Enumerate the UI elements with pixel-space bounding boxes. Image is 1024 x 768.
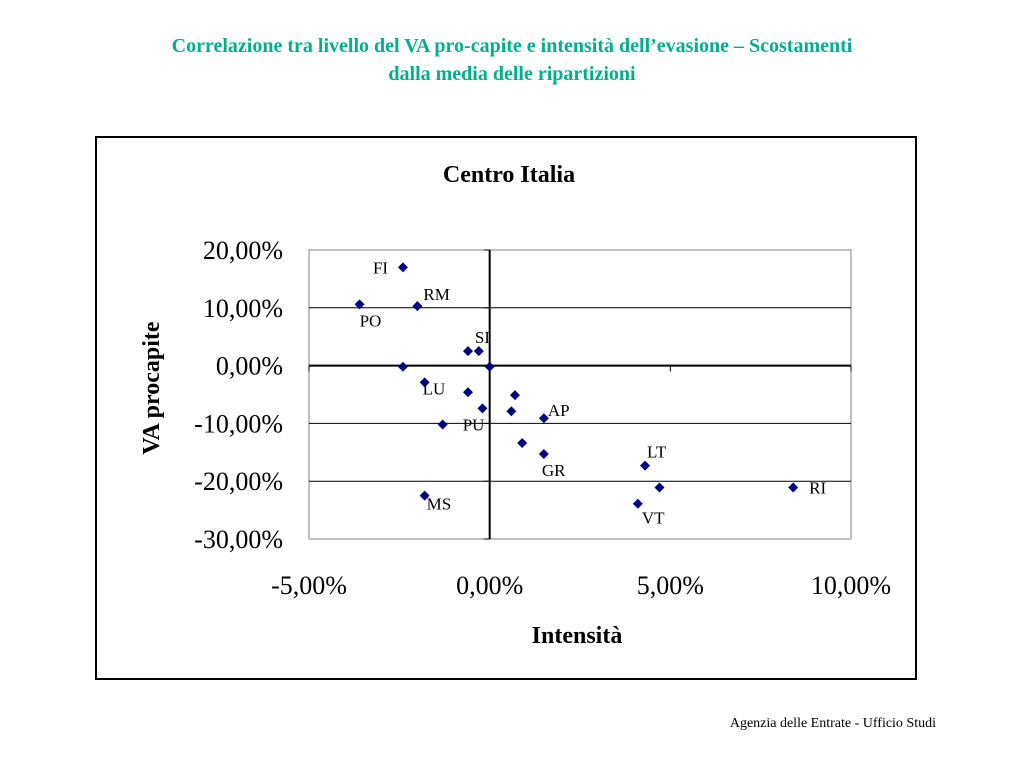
y-tick-label: 0,00% — [216, 352, 283, 381]
data-point-10 — [477, 403, 488, 414]
x-tick-label: -5,00% — [271, 571, 347, 600]
data-point-fi — [397, 262, 408, 273]
data-point-11 — [506, 406, 517, 417]
data-point-8 — [462, 387, 473, 398]
data-label: SI — [475, 328, 490, 347]
footer-text: Agenzia delle Entrate - Ufficio Studi — [729, 716, 936, 731]
y-axis-label: VA procapite — [139, 321, 165, 454]
slide-title: Correlazione tra livello del VA pro-capi… — [0, 32, 1024, 88]
data-label: PO — [360, 311, 382, 330]
plot-area — [308, 249, 852, 540]
data-label: PU — [463, 416, 485, 435]
data-point-5 — [484, 361, 495, 372]
data-point-6 — [397, 361, 408, 372]
slide-title-line-2: dalla media delle ripartizioni — [388, 63, 636, 85]
chart-title: Centro Italia — [443, 162, 575, 188]
data-label: VT — [642, 509, 665, 528]
data-point-si — [473, 346, 484, 357]
y-tick-label: -30,00% — [194, 525, 283, 554]
y-tick-label: -10,00% — [194, 409, 283, 438]
data-point-3 — [462, 346, 473, 357]
y-tick-label: 10,00% — [203, 294, 283, 323]
x-tick-label: 10,00% — [811, 571, 891, 600]
slide-title-line-1: Correlazione tra livello del VA pro-capi… — [171, 35, 853, 57]
y-tick-label: 20,00% — [203, 236, 283, 265]
data-point-ms — [419, 490, 430, 501]
data-point-vt — [632, 498, 643, 509]
data-label: RM — [423, 285, 449, 304]
data-point-9 — [509, 390, 520, 401]
data-point-lt — [640, 460, 651, 471]
chart-frame: 20,00% 10,00% 0,00% -10,00% -20,00% -30,00% -5… — [95, 136, 917, 680]
data-point-ri — [788, 482, 799, 493]
x-axis-label: Intensità — [532, 623, 623, 649]
data-label: GR — [542, 461, 566, 480]
data-label: LU — [423, 379, 446, 398]
data-label: LT — [647, 443, 667, 462]
data-label: RI — [809, 479, 826, 498]
data-label: FI — [373, 258, 388, 277]
data-point-rm — [412, 301, 423, 312]
data-point-17 — [654, 482, 665, 493]
data-point-pu — [437, 419, 448, 430]
x-tick-label: 0,00% — [456, 571, 523, 600]
data-point-14 — [517, 438, 528, 449]
data-label: MS — [427, 495, 452, 514]
scatter-chart: 20,00% 10,00% 0,00% -10,00% -20,00% -30,00% -5… — [139, 162, 891, 649]
data-point-gr — [538, 449, 549, 460]
x-tick-label: 5,00% — [637, 571, 704, 600]
data-point-ap — [538, 413, 549, 424]
data-point-po — [354, 299, 365, 310]
data-point-lu — [419, 377, 430, 388]
y-tick-label: -20,00% — [194, 467, 283, 496]
data-label: AP — [548, 401, 570, 420]
